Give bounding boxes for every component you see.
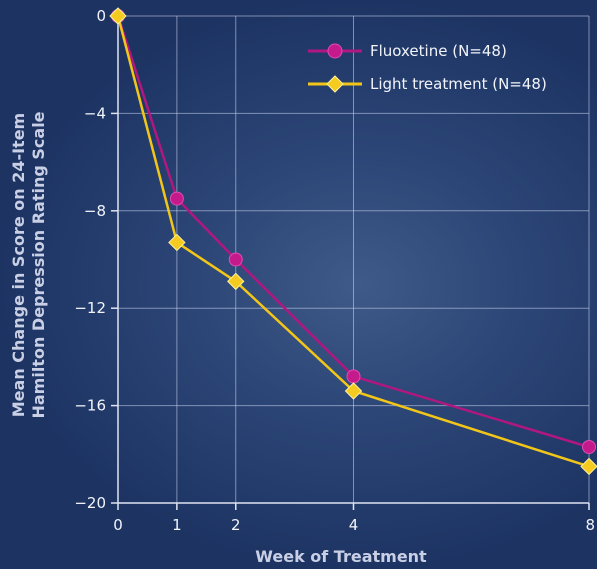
y-axis-title-line-2: Hamilton Depression Rating Scale bbox=[29, 111, 48, 418]
x-tick-label-3: 4 bbox=[349, 516, 359, 534]
x-tick-label-4: 8 bbox=[585, 516, 595, 534]
x-axis-title: Week of Treatment bbox=[255, 547, 427, 566]
series-1-point-3 bbox=[344, 382, 363, 400]
x-tick-label-2: 2 bbox=[231, 516, 241, 534]
y-tick-label-5: −20 bbox=[74, 494, 106, 512]
series-1-point-2 bbox=[227, 272, 245, 291]
x-tick-label-0: 0 bbox=[113, 516, 123, 534]
legend: Fluoxetine (N=48) Light treatment (N=48) bbox=[308, 42, 547, 93]
y-tick-label-0: 0 bbox=[96, 7, 106, 25]
y-tick-label-2: −8 bbox=[84, 202, 106, 220]
series-0-point-1 bbox=[169, 191, 184, 206]
legend-marker-light bbox=[326, 75, 344, 93]
y-axis-title-line-1: Mean Change in Score on 24-Item bbox=[9, 113, 28, 417]
y-tick-label-3: −12 bbox=[74, 299, 106, 317]
series-0-point-2 bbox=[228, 252, 243, 267]
legend-label-fluoxetine: Fluoxetine (N=48) bbox=[370, 42, 507, 60]
series-1-point-1 bbox=[168, 233, 186, 252]
series-1-point-0 bbox=[109, 7, 127, 25]
series-layer bbox=[109, 7, 597, 476]
legend-label-light: Light treatment (N=48) bbox=[370, 75, 547, 93]
series-0-point-4 bbox=[582, 439, 596, 454]
tick-label-layer: 0 −4 −8 −12 −16 −20 0 1 2 4 8 bbox=[74, 7, 595, 534]
legend-marker-fluoxetine bbox=[327, 43, 343, 59]
y-tick-label-4: −16 bbox=[74, 397, 106, 415]
series-0-point-3 bbox=[346, 369, 361, 384]
series-1-point-4 bbox=[580, 457, 597, 476]
x-tick-label-1: 1 bbox=[172, 516, 182, 534]
y-tick-label-1: −4 bbox=[84, 104, 106, 122]
